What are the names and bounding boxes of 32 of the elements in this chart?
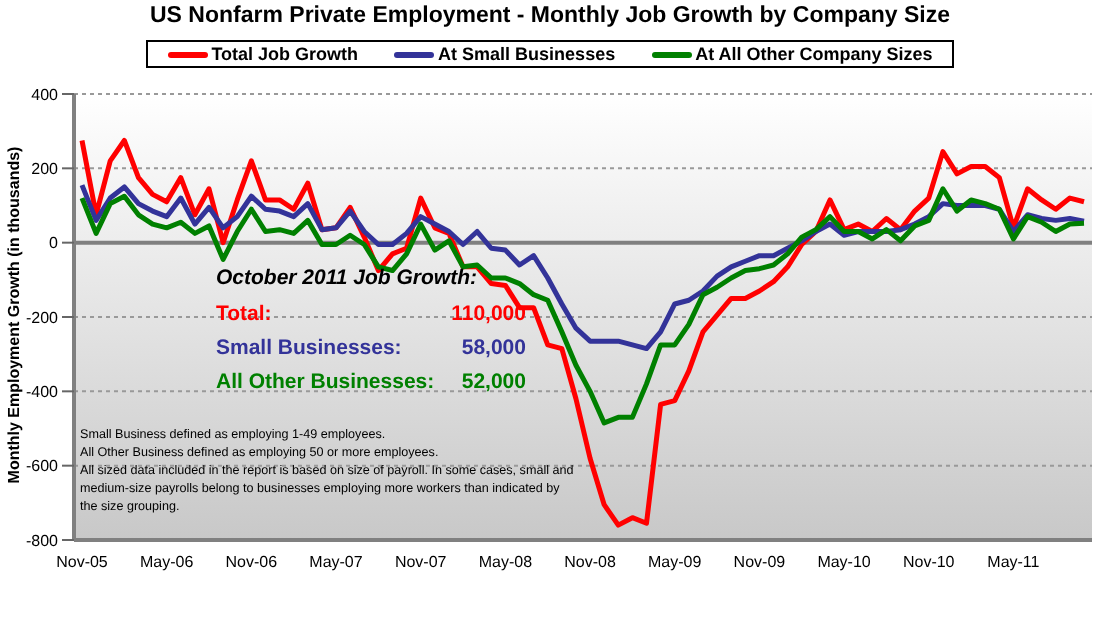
chart-title: US Nonfarm Private Employment - Monthly Job Growth by Company Size (150, 4, 950, 28)
annotation: All Other Businesses: (216, 370, 435, 394)
legend-label: Total Job Growth (209, 44, 359, 64)
x-tick-label: May-10 (817, 553, 872, 572)
legend-label: At Small Businesses (436, 44, 616, 64)
x-tick-label: Nov-05 (56, 553, 109, 572)
annotation: Small Businesses: (216, 336, 402, 360)
y-tick-label: 200 (31, 160, 60, 179)
line-series (79, 186, 1087, 426)
y-tick-label: 400 (31, 85, 60, 104)
x-tick-label: May-08 (478, 553, 534, 572)
annotation: Total: (216, 302, 272, 326)
y-axis-title: Monthly Employment Growth (in thousands) (5, 146, 23, 484)
x-tick-label: May-06 (139, 553, 195, 572)
x-tick-label: May-07 (309, 553, 364, 572)
x-tick-label: Nov-06 (225, 553, 279, 572)
legend-label: At All Other Company Sizes (693, 44, 933, 64)
x-tick-label: May-11 (987, 553, 1041, 572)
x-tick-label: Nov-08 (564, 553, 617, 572)
x-tick-label: Nov-10 (902, 553, 956, 572)
x-tick-label: Nov-07 (394, 553, 448, 572)
y-tick-label: 0 (49, 234, 60, 253)
x-tick-label: Nov-09 (733, 553, 787, 572)
annotation: 52,000 (461, 370, 526, 394)
x-tick-label: May-09 (648, 553, 703, 572)
annotation: 58,000 (461, 336, 526, 360)
y-tick-label: -800 (25, 531, 60, 550)
y-tick-label: -600 (25, 457, 60, 476)
annotation: 110,000 (451, 302, 526, 326)
y-tick-label: -400 (25, 383, 60, 402)
annotation: October 2011 Job Growth: (216, 266, 477, 290)
y-tick-label: -200 (25, 308, 60, 327)
